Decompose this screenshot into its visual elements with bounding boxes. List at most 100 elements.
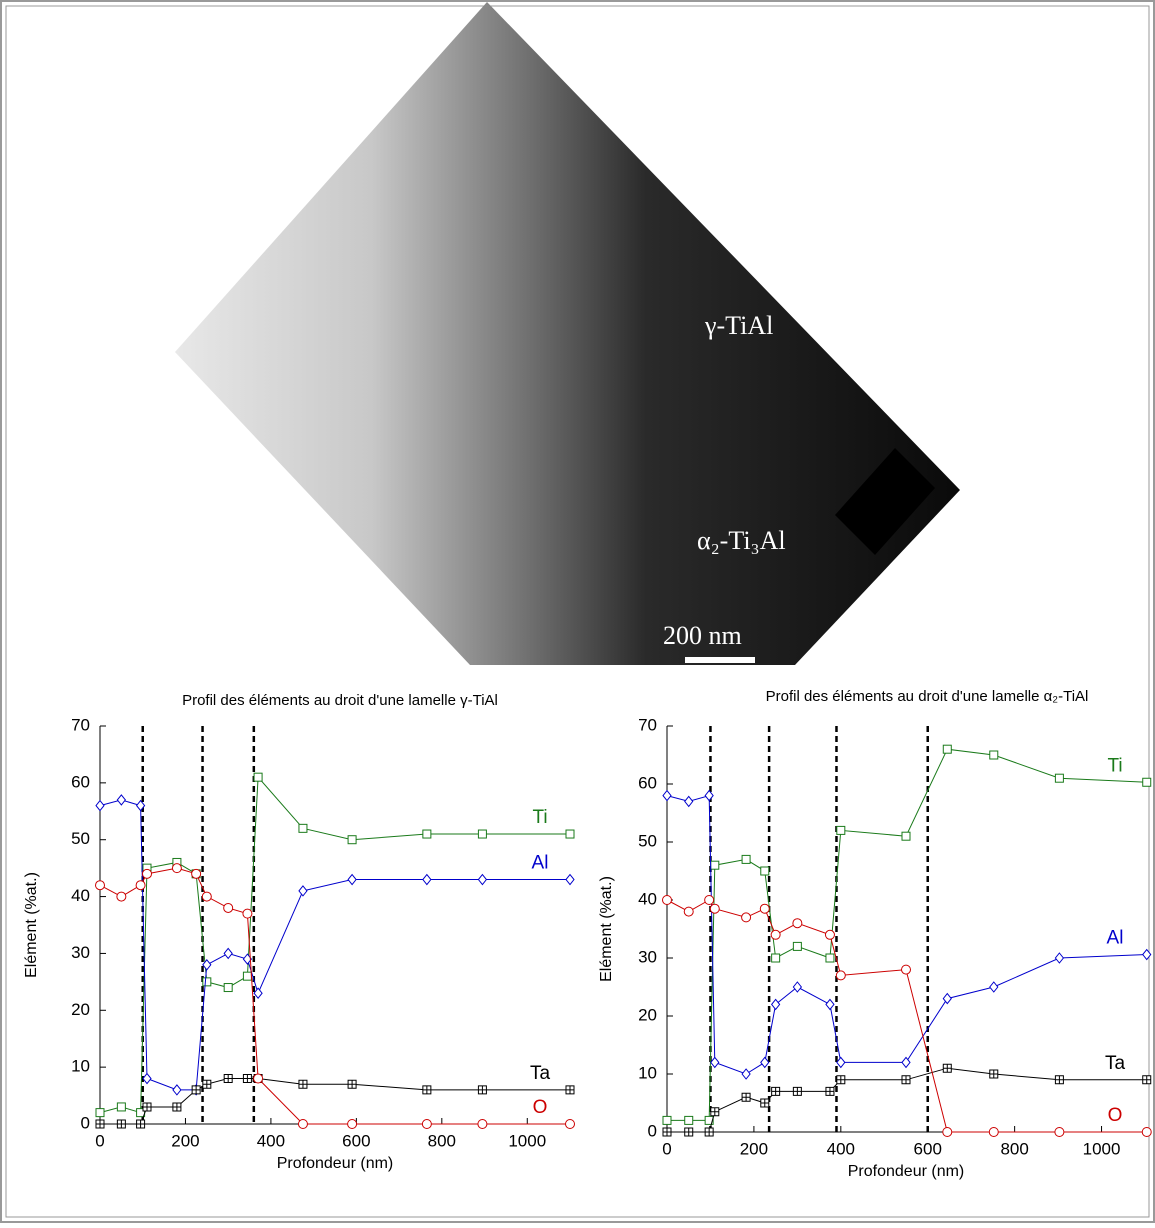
marker [759,903,770,914]
marker [298,1079,308,1089]
y-tick-label: 10 [71,1057,90,1076]
x-tick-label: 200 [171,1131,199,1150]
marker [662,895,672,905]
marker [704,1115,714,1125]
marker [202,977,212,987]
marker [824,929,835,940]
y-tick-label: 70 [638,715,657,734]
marker [710,1056,720,1069]
marker [191,1085,201,1095]
marker [1054,952,1065,964]
marker [901,831,911,841]
x-tick-label: 600 [914,1139,942,1158]
y-tick-label: 10 [638,1063,657,1082]
marker [901,1075,911,1085]
y-tick-label: 20 [71,1000,90,1019]
marker [223,1074,233,1084]
marker [988,1127,999,1137]
y-tick-label: 30 [638,947,657,966]
y-tick-label: 0 [81,1113,90,1132]
chart-title: Profil des éléments au droit d'une lamel… [182,692,498,709]
series-label: Ta [1105,1053,1126,1074]
marker [477,873,488,886]
marker [792,1086,802,1096]
marker [347,1119,358,1129]
marker [116,1119,126,1129]
marker [242,971,252,981]
marker [297,1119,308,1129]
marker [565,829,575,839]
marker [836,825,846,835]
x-tick-label: 400 [257,1131,285,1150]
marker [565,1119,575,1129]
y-tick-label: 40 [638,889,657,908]
marker [172,1084,182,1096]
image-label: γ-TiAl [704,311,773,340]
series-label: O [533,1097,548,1118]
marker [684,795,694,808]
marker [684,1127,694,1137]
frame-inner [5,5,1150,1218]
marker [704,895,715,905]
marker [710,1107,720,1117]
marker [242,1074,252,1084]
marker [760,1098,770,1108]
marker [347,1079,357,1089]
marker [836,1056,846,1069]
image-mask [835,448,935,555]
scale-bar-label: 200 nm [663,621,742,650]
x-tick-label: 400 [827,1139,855,1158]
marker [792,941,802,951]
marker [136,1119,146,1129]
marker [741,912,752,923]
marker [422,873,432,886]
marker [253,772,263,782]
marker [223,902,234,913]
marker [770,998,781,1011]
y-axis-label: Elément (%at.) [23,872,40,978]
chart-title: Profil des éléments au droit d'une lamel… [766,688,1089,705]
series-line [99,799,570,1091]
tem-image [175,2,960,665]
marker [942,1127,953,1137]
marker [704,789,714,802]
y-tick-label: 50 [71,829,90,848]
x-axis-label: Profondeur (nm) [277,1155,394,1172]
marker [792,981,803,993]
marker [741,1092,751,1102]
series-label: Al [532,853,549,874]
marker [1142,777,1152,787]
y-tick-label: 50 [638,831,657,850]
marker [142,868,152,879]
marker [709,903,720,914]
y-tick-label: 60 [638,773,657,792]
marker [942,992,952,1005]
marker [989,750,999,760]
marker [191,868,202,879]
marker [116,891,127,902]
x-tick-label: 1000 [1083,1139,1121,1158]
marker [662,1127,672,1137]
marker [347,873,357,886]
x-tick-label: 200 [740,1139,768,1158]
marker [771,1086,781,1096]
marker [901,1056,911,1069]
marker [771,953,781,963]
marker [242,908,253,919]
marker [477,1119,488,1129]
marker [422,1085,432,1095]
marker [792,918,803,929]
marker [223,983,233,993]
marker [741,1068,751,1080]
marker [1142,948,1152,961]
marker [95,880,105,891]
series-label: Ti [532,807,547,828]
x-axis-label: Profondeur (nm) [848,1163,965,1180]
marker [95,799,105,812]
x-tick-label: 800 [1000,1139,1028,1158]
marker [298,885,308,897]
marker [741,854,751,864]
marker [662,1115,672,1125]
marker [135,880,146,891]
